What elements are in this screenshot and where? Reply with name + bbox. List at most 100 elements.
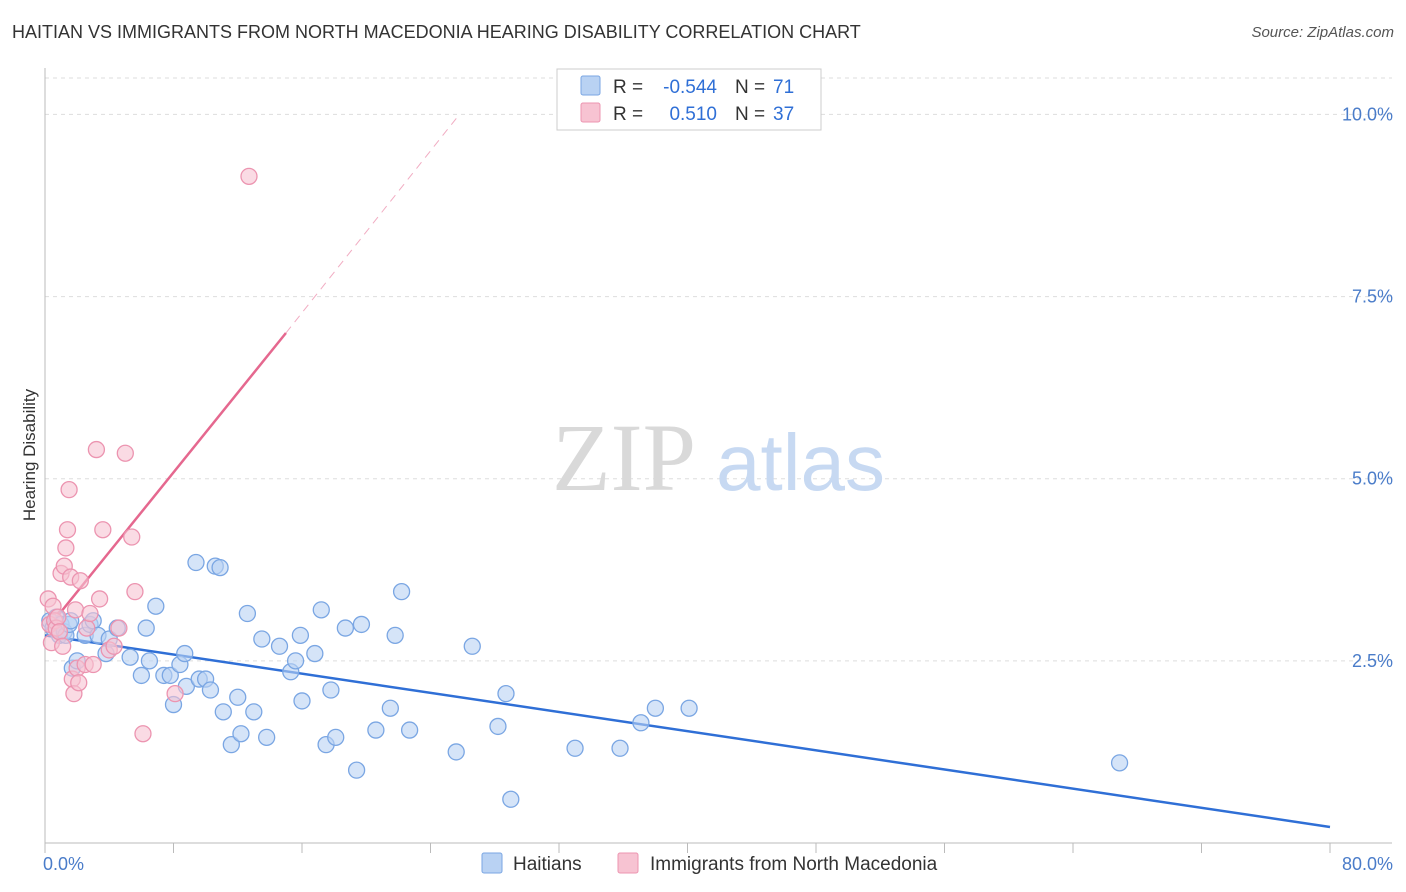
point-haitians-46 [291, 626, 310, 645]
point-haitians-22 [147, 597, 165, 615]
point-haitians-48 [306, 644, 324, 663]
point-haitians-21 [140, 652, 159, 670]
y-tick-label-1: 5.0% [1352, 469, 1393, 489]
point-macedonia-20 [71, 572, 89, 590]
stats-n-value-blue: 71 [773, 77, 794, 98]
stats-n-value-pink: 37 [773, 104, 794, 125]
trend-extension-macedonia [285, 114, 460, 334]
point-macedonia-9 [54, 637, 72, 655]
stats-legend-swatch-pink [580, 102, 601, 123]
point-haitians-64 [497, 684, 515, 703]
point-haitians-60 [400, 721, 419, 739]
data-points [39, 167, 1129, 808]
point-macedonia-19 [70, 674, 88, 692]
point-haitians-27 [176, 644, 194, 663]
point-macedonia-11 [57, 539, 75, 557]
source-credit: Source: ZipAtlas.com [1251, 24, 1394, 41]
stats-r-label-blue: R = [613, 77, 643, 98]
stats-legend-swatch-blue [580, 75, 601, 96]
point-haitians-58 [386, 626, 404, 645]
y-tick-label-0: 2.5% [1352, 651, 1393, 671]
point-macedonia-7 [50, 623, 69, 641]
point-haitians-18 [121, 648, 139, 666]
point-macedonia-34 [134, 725, 152, 743]
point-macedonia-22 [78, 619, 96, 637]
point-macedonia-35 [166, 684, 184, 703]
point-haitians-20 [137, 619, 155, 637]
point-macedonia-6 [49, 608, 67, 626]
point-haitians-37 [229, 688, 247, 706]
point-macedonia-32 [123, 528, 141, 546]
point-haitians-29 [187, 553, 205, 572]
point-haitians-51 [322, 681, 340, 699]
point-haitians-66 [566, 739, 584, 757]
point-haitians-19 [132, 666, 151, 685]
point-haitians-71 [1110, 754, 1129, 772]
axes [44, 68, 1392, 853]
point-haitians-34 [211, 558, 229, 577]
point-macedonia-31 [116, 444, 134, 462]
x-tick-labels: 0.0% 80.0% [43, 854, 1393, 874]
point-haitians-56 [367, 721, 385, 739]
point-macedonia-33 [126, 582, 144, 601]
series-legend-swatch-macedonia [617, 852, 639, 874]
grid-lines [45, 77, 1392, 662]
point-macedonia-36 [240, 167, 258, 186]
point-haitians-32 [201, 681, 220, 699]
point-haitians-63 [489, 717, 507, 736]
point-haitians-24 [161, 666, 179, 685]
y-axis-title: Hearing Disability [20, 388, 39, 521]
stats-n-label-blue: N = [735, 77, 765, 98]
stats-r-value-blue: -0.544 [663, 77, 717, 98]
point-haitians-36 [222, 735, 240, 754]
stats-legend-box [556, 68, 822, 131]
point-haitians-62 [463, 637, 481, 655]
point-macedonia-24 [84, 655, 102, 674]
point-haitians-57 [381, 699, 399, 717]
point-haitians-35 [214, 703, 232, 721]
point-macedonia-17 [66, 601, 85, 619]
point-haitians-65 [502, 790, 520, 808]
watermark-atlas: atlas [716, 418, 885, 507]
point-haitians-55 [352, 615, 371, 634]
point-macedonia-26 [90, 590, 109, 608]
series-legend-swatch-haitians [481, 852, 503, 874]
stats-n-label-pink: N = [735, 104, 765, 125]
point-macedonia-12 [58, 521, 77, 539]
stats-r-label-pink: R = [613, 104, 643, 125]
point-haitians-41 [253, 630, 271, 648]
point-haitians-61 [447, 743, 465, 761]
point-haitians-53 [336, 619, 355, 637]
point-haitians-42 [258, 728, 276, 747]
trend-line-haitians [44, 634, 1331, 829]
point-haitians-59 [392, 582, 411, 601]
point-haitians-68 [632, 714, 650, 732]
point-haitians-67 [611, 739, 629, 757]
stats-r-value-pink: 0.510 [669, 104, 717, 125]
x-tick-label-max: 80.0% [1342, 854, 1393, 874]
point-macedonia-29 [105, 637, 123, 655]
point-macedonia-23 [81, 604, 99, 623]
y-tick-label-2: 7.5% [1352, 287, 1393, 307]
series-legend: Haitians Immigrants from North Macedonia [481, 852, 938, 875]
point-haitians-49 [312, 601, 330, 619]
point-haitians-38 [232, 725, 250, 743]
point-haitians-52 [327, 728, 345, 747]
chart-title: HAITIAN VS IMMIGRANTS FROM NORTH MACEDON… [12, 22, 861, 42]
y-tick-labels: 2.5% 5.0% 7.5% 10.0% [1342, 104, 1393, 670]
point-macedonia-25 [87, 440, 106, 459]
point-macedonia-30 [110, 619, 128, 637]
point-haitians-69 [646, 699, 665, 717]
point-haitians-40 [245, 703, 263, 721]
series-legend-label-haitians: Haitians [513, 854, 582, 875]
point-haitians-43 [270, 637, 289, 655]
watermark-zip: ZIP [552, 404, 696, 511]
point-haitians-47 [293, 692, 311, 710]
y-tick-label-3: 10.0% [1342, 104, 1393, 124]
watermark: ZIP atlas [552, 404, 885, 511]
x-tick-label-min: 0.0% [43, 854, 84, 874]
point-haitians-45 [286, 652, 305, 670]
point-macedonia-27 [94, 521, 112, 539]
stats-legend: R = -0.544 N = 71 R = 0.510 N = 37 [556, 68, 822, 131]
